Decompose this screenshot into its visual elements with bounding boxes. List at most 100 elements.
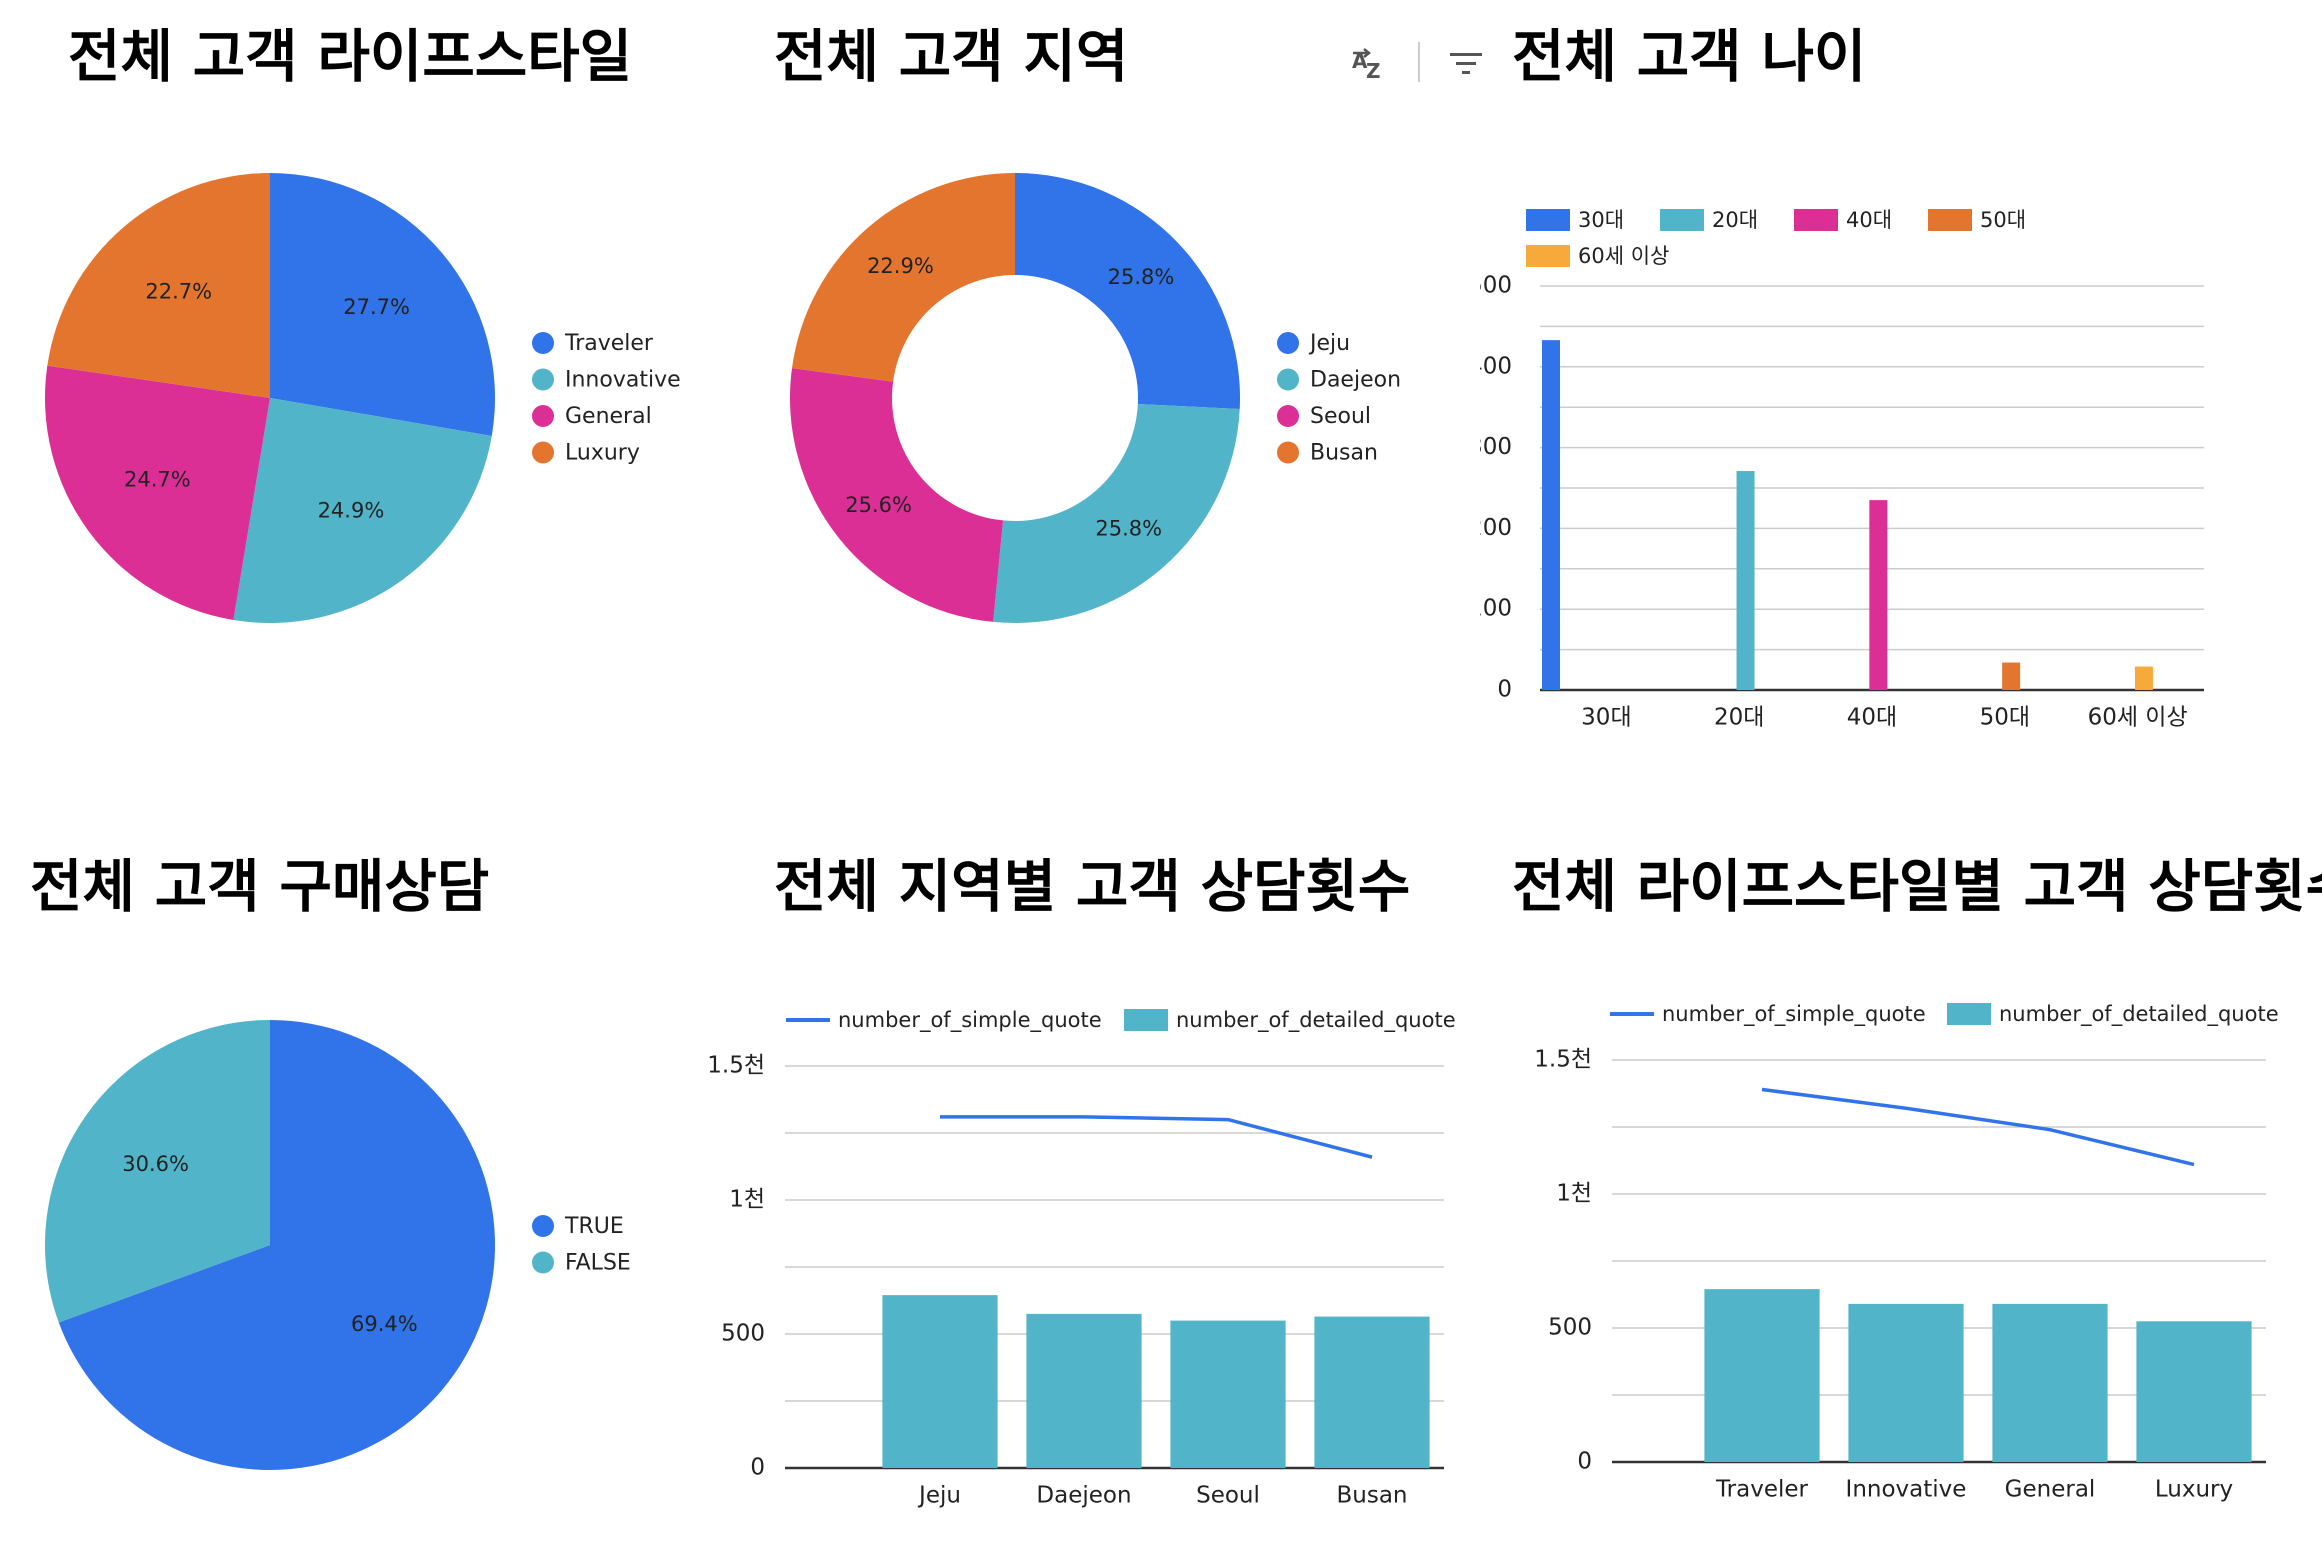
legend-label: number_of_detailed_quote [1176, 1008, 1456, 1033]
lifestyle-combo-chart: 0 500 1천 1.5천 Traveler Innovative General Luxur… [1480, 960, 2322, 1542]
legend-label: General [565, 404, 652, 429]
bar-general [1992, 1303, 2108, 1462]
chart-title-age: 전체 고객 나이 [1512, 24, 1867, 90]
legend-marker [532, 1251, 554, 1274]
legend-label: FALSE [565, 1251, 631, 1276]
legend-marker [532, 332, 554, 354]
legend-label: 50대 [1980, 208, 2026, 232]
y-tick-label: 0 [1497, 677, 1512, 703]
legend-marker [1794, 209, 1838, 231]
legend-marker [1277, 368, 1299, 391]
legend-marker [1277, 332, 1299, 354]
pie-slice-general [45, 365, 270, 621]
slice-label: 25.6% [845, 493, 912, 517]
y-tick-label: 1천 [1556, 1181, 1592, 1207]
line-series [1761, 1087, 2195, 1167]
pie-slice-seoul [790, 368, 1004, 622]
legend-marker [532, 441, 554, 464]
svg-text:A: A [1352, 49, 1368, 73]
chart-title-purchase: 전체 고객 구매상담 [30, 854, 490, 920]
legend-label: Daejeon [1310, 368, 1401, 393]
y-tick-label: 500 [1548, 1315, 1592, 1341]
legend-marker [1277, 441, 1299, 464]
y-tick-label: 200 [1480, 515, 1512, 541]
legend-marker [532, 405, 554, 427]
y-tick-label: 1.5천 [707, 1053, 765, 1079]
x-tick-label: 60세 이상 [2088, 705, 2188, 731]
bar-busan [1314, 1316, 1430, 1468]
legend-marker [1277, 405, 1299, 427]
legend-label: Innovative [565, 368, 681, 393]
legend-marker [532, 368, 554, 391]
pie-slice-innovative [233, 398, 492, 623]
legend-label: Seoul [1310, 404, 1371, 429]
region-donut-chart: 25.8% 25.8% 25.6% 22.9% Jeju Daejeon Seoul Busa… [740, 110, 1480, 810]
y-tick-label: 0 [1577, 1449, 1592, 1475]
purchase-pie-chart: 69.4% 30.6% TRUE FALSE [0, 960, 740, 1542]
y-tick-label: 100 [1480, 596, 1512, 622]
legend-label: 40대 [1846, 208, 1892, 232]
slice-label: 25.8% [1108, 265, 1175, 289]
y-tick-label: 300 [1480, 434, 1512, 460]
slice-label: 24.7% [124, 467, 191, 491]
pie-slice-jeju [1015, 173, 1240, 409]
x-tick-label: Luxury [2155, 1477, 2233, 1503]
bar-luxury [2136, 1321, 2252, 1462]
chart-title-region-consult: 전체 지역별 고객 상담횟수 [774, 854, 1411, 920]
bar-daejeon [1026, 1313, 1142, 1468]
x-tick-label: Busan [1336, 1483, 1407, 1509]
chart-title-lifestyle: 전체 고객 라이프스타일 [68, 24, 633, 90]
bar-20대 [1736, 471, 1755, 690]
toolbar-separator [1418, 42, 1420, 82]
y-tick-label: 400 [1480, 353, 1512, 379]
slice-label: 30.6% [122, 1152, 189, 1176]
x-tick-label: Innovative [1846, 1477, 1967, 1503]
slice-label: 27.7% [343, 295, 410, 319]
bar-50대 [2002, 662, 2021, 690]
region-combo-chart: 0 500 1천 1.5천 Jeju Daejeon Seoul Busan number_of… [680, 960, 1480, 1542]
lifestyle-pie-chart: 27.7% 24.9% 24.7% 22.7% Traveler Innovative Ge… [0, 110, 740, 810]
pie-slice-luxury [47, 172, 271, 398]
legend-label: TRUE [564, 1214, 624, 1239]
x-tick-label: 30대 [1581, 705, 1631, 731]
x-tick-label: General [2005, 1477, 2096, 1503]
legend-marker [1526, 209, 1570, 231]
legend-label: 20대 [1712, 208, 1758, 232]
bar-30대 [1542, 340, 1560, 690]
x-tick-label: Daejeon [1036, 1483, 1131, 1509]
pie-slice-false [44, 1020, 270, 1323]
age-bar-chart: 0 100 200 300 400 500 30대 20대 40대 50대 60세 이상 30대 20대… [1468, 110, 2322, 810]
slice-label: 24.9% [318, 499, 385, 523]
y-tick-label: 1.5천 [1534, 1047, 1592, 1073]
y-tick-label: 0 [750, 1455, 765, 1481]
x-tick-label: 20대 [1714, 705, 1764, 731]
legend-label: Jeju [1308, 331, 1350, 356]
bar-seoul [1170, 1320, 1286, 1468]
legend-marker [1947, 1003, 1991, 1025]
legend-label: number_of_simple_quote [1662, 1002, 1926, 1027]
legend-label: Luxury [565, 441, 640, 466]
legend-label: Traveler [564, 331, 654, 356]
bar-traveler [1704, 1289, 1820, 1462]
legend-marker [1928, 209, 1972, 231]
legend-marker [1124, 1009, 1168, 1031]
pie-slice-daejeon [993, 403, 1240, 623]
y-tick-label: 500 [721, 1321, 765, 1347]
x-tick-label: 50대 [1980, 705, 2030, 731]
y-tick-label: 1천 [729, 1187, 765, 1213]
pie-slice-busan [791, 173, 1015, 382]
x-tick-label: 40대 [1847, 705, 1897, 731]
bar-jeju [882, 1295, 998, 1468]
sort-az-icon[interactable]: A Z [1348, 44, 1388, 84]
pie-slice-traveler [270, 173, 495, 436]
legend-marker [1526, 245, 1570, 267]
legend-label: 60세 이상 [1578, 244, 1669, 268]
pie-slice-true [58, 1020, 495, 1470]
slice-label: 25.8% [1095, 517, 1162, 541]
x-tick-label: Jeju [917, 1483, 961, 1509]
x-tick-label: Traveler [1715, 1477, 1809, 1503]
legend-label: Busan [1310, 441, 1378, 466]
filter-icon[interactable] [1448, 46, 1488, 82]
legend-marker [1660, 209, 1704, 231]
svg-text:Z: Z [1366, 59, 1381, 83]
